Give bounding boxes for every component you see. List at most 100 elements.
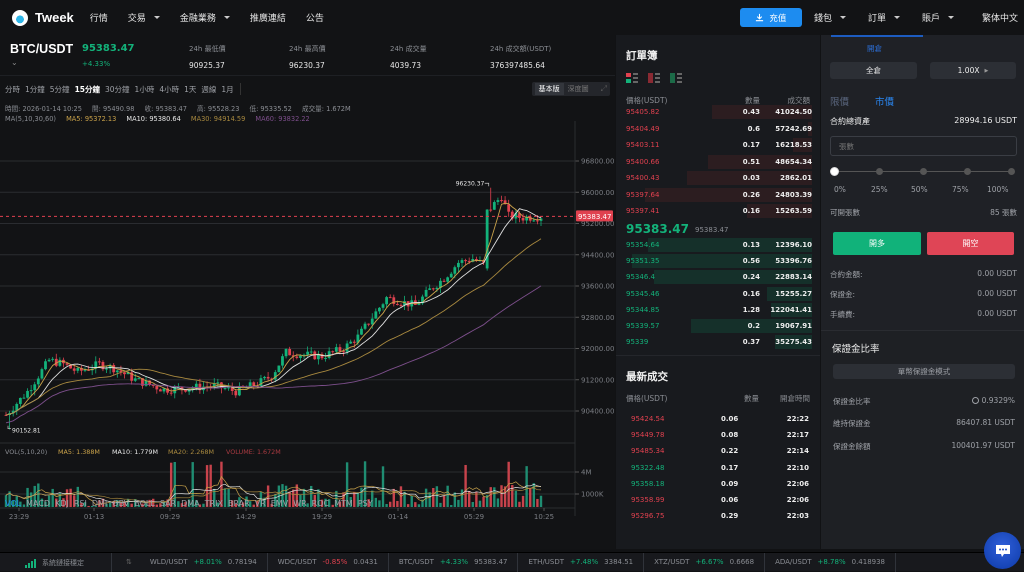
nav-account[interactable]: 賬戶	[922, 11, 954, 24]
view-depth[interactable]: 深度圖	[567, 85, 589, 93]
bid-row[interactable]: 95345.46 0.16 15255.27	[626, 286, 812, 302]
candle-up	[76, 368, 80, 371]
tab-open-position[interactable]: 開倉	[867, 44, 882, 53]
indicator-vol[interactable]: VOL	[5, 498, 22, 508]
ask-row[interactable]: 95400.43 0.03 2862.01	[626, 170, 812, 186]
nav-finance[interactable]: 金融業務	[180, 11, 230, 24]
tf-5m[interactable]: 5分鐘	[49, 84, 70, 94]
nav-wallet[interactable]: 錢包	[814, 11, 846, 24]
y-tick-label: 94400.00	[581, 251, 614, 259]
indicator-trix[interactable]: TRIX	[204, 498, 223, 508]
footer-ticker[interactable]: ETH/USDT +7.48% 3384.51	[518, 552, 645, 572]
indicator-brar[interactable]: BRAR	[227, 498, 250, 508]
ask-row[interactable]: 95403.11 0.17 16218.53	[626, 137, 812, 153]
indicator-roc[interactable]: ROC	[311, 498, 330, 508]
candle-up	[105, 368, 108, 370]
indicator-macd[interactable]: MACD	[26, 498, 51, 508]
depth-bar	[691, 319, 812, 333]
indicator-mtm[interactable]: MTM	[334, 498, 353, 508]
candle-up	[58, 359, 62, 366]
ask-row[interactable]: 95397.41 0.16 15263.59	[626, 203, 812, 219]
nav-orders[interactable]: 訂單	[868, 11, 900, 24]
indicator-vr[interactable]: VR	[254, 498, 266, 508]
detail-value: 0.00 USDT	[977, 309, 1017, 318]
asks-only-icon[interactable]	[648, 73, 660, 83]
tf-1d[interactable]: 1天	[184, 84, 197, 94]
indicator-rsi[interactable]: RSI	[73, 498, 87, 508]
bid-row[interactable]: 95344.85 1.28 122041.41	[626, 302, 812, 318]
fullscreen-icon[interactable]: ⤢	[600, 84, 607, 93]
bids-only-icon[interactable]	[670, 73, 682, 83]
open-short-button[interactable]: 開空	[927, 232, 1014, 255]
x-tick-label: 09:29	[160, 513, 180, 521]
tf-15m[interactable]: 15分鐘	[74, 84, 100, 94]
brand-logo[interactable]: Tweek	[12, 9, 74, 26]
order-type-limit[interactable]: 限價	[830, 97, 850, 108]
indicator-sar[interactable]: SAR	[159, 498, 177, 508]
nav-referral[interactable]: 推廣連結	[250, 11, 286, 24]
tf-1h[interactable]: 1小時	[134, 84, 155, 94]
footer-ticker[interactable]: XTZ/USDT +6.67% 0.6668	[644, 552, 766, 572]
tf-30m[interactable]: 30分鐘	[105, 84, 130, 94]
both-sides-icon[interactable]	[626, 73, 638, 83]
slider-handle[interactable]	[830, 167, 839, 176]
bid-row[interactable]: 95339 0.37 35275.43	[626, 334, 812, 350]
indicator-obv[interactable]: OBV	[112, 498, 130, 508]
slider-mark[interactable]	[1008, 168, 1015, 175]
quantity-slider[interactable]	[830, 167, 1015, 176]
order-type-market[interactable]: 市價	[875, 97, 895, 108]
candle-up	[44, 361, 47, 370]
volume-bar	[406, 504, 410, 507]
bid-row[interactable]: 95354.64 0.13 12396.10	[626, 237, 812, 253]
swap-icon[interactable]: ⇅	[126, 558, 132, 566]
bid-row[interactable]: 95339.57 0.2 19067.91	[626, 318, 812, 334]
slider-mark[interactable]	[964, 168, 971, 175]
ask-row[interactable]: 95400.66 0.51 48654.34	[626, 154, 812, 170]
volume-bar	[62, 498, 65, 507]
indicator-kdj[interactable]: KDJ	[55, 498, 69, 508]
ask-row[interactable]: 95405.82 0.43 41024.50	[626, 104, 812, 120]
trade-time: 22:10	[786, 463, 809, 472]
indicator-boll[interactable]: BOLL	[134, 498, 155, 508]
tf-1w[interactable]: 週線	[201, 84, 217, 94]
volume-bar	[112, 501, 115, 507]
bid-row[interactable]: 95346.4 0.24 22883.14	[626, 269, 812, 285]
bid-row[interactable]: 95351.35 0.56 53396.76	[626, 253, 812, 269]
indicator-wr[interactable]: WR	[293, 498, 307, 508]
margin-mode-button[interactable]: 全倉	[830, 62, 917, 79]
tf-tick[interactable]: 分時	[5, 84, 20, 94]
single-margin-mode-button[interactable]: 單幣保證金模式	[833, 364, 1015, 379]
indicator-dmi[interactable]: DMI	[91, 498, 108, 508]
view-basic[interactable]: 基本版	[534, 83, 564, 95]
open-long-button[interactable]: 開多	[833, 232, 921, 255]
volume-bar	[37, 483, 40, 507]
candle-down	[503, 200, 507, 205]
chat-support-button[interactable]	[984, 532, 1021, 569]
chevron-down-icon[interactable]: ⌄	[11, 58, 18, 67]
x-tick-label: 01-13	[84, 513, 104, 521]
nav-market[interactable]: 行情	[90, 11, 108, 24]
pair-name[interactable]: BTC/USDT	[10, 42, 74, 56]
footer-ticker[interactable]: WDC/USDT -0.85% 0.0431	[268, 552, 389, 572]
quantity-input[interactable]	[830, 136, 1017, 156]
nav-announcements[interactable]: 公告	[306, 11, 324, 24]
footer-ticker[interactable]: BTC/USDT +4.33% 95383.47	[389, 552, 519, 572]
slider-mark[interactable]	[876, 168, 883, 175]
indicator-emv[interactable]: EMV	[270, 498, 289, 508]
indicator-dma[interactable]: DMA	[181, 498, 200, 508]
leverage-button[interactable]: 1.00X ▶	[930, 62, 1016, 79]
language-selector[interactable]: 繁体中文	[981, 14, 1018, 24]
nav-trade[interactable]: 交易	[128, 11, 160, 24]
slider-mark[interactable]	[920, 168, 927, 175]
tf-1mo[interactable]: 1月	[221, 84, 234, 94]
candlestick-chart[interactable]: 96800.00 96000.00 95200.00 94400.00 93600.00…	[0, 121, 615, 541]
indicator-psy[interactable]: PSY	[357, 498, 373, 508]
ask-row[interactable]: 95397.64 0.26 24803.39	[626, 187, 812, 203]
view-toggle: 基本版 深度圖 ⤢	[531, 82, 610, 96]
tf-4h[interactable]: 4小時	[159, 84, 180, 94]
ask-row[interactable]: 95404.49 0.6 57242.69	[626, 121, 812, 137]
footer-ticker[interactable]: ADA/USDT +8.78% 0.418938	[765, 552, 897, 572]
tf-1m[interactable]: 1分鐘	[25, 84, 45, 94]
deposit-button[interactable]: 充值	[739, 8, 802, 27]
footer-ticker[interactable]: WLD/USDT +8.01% 0.78194	[140, 552, 268, 572]
